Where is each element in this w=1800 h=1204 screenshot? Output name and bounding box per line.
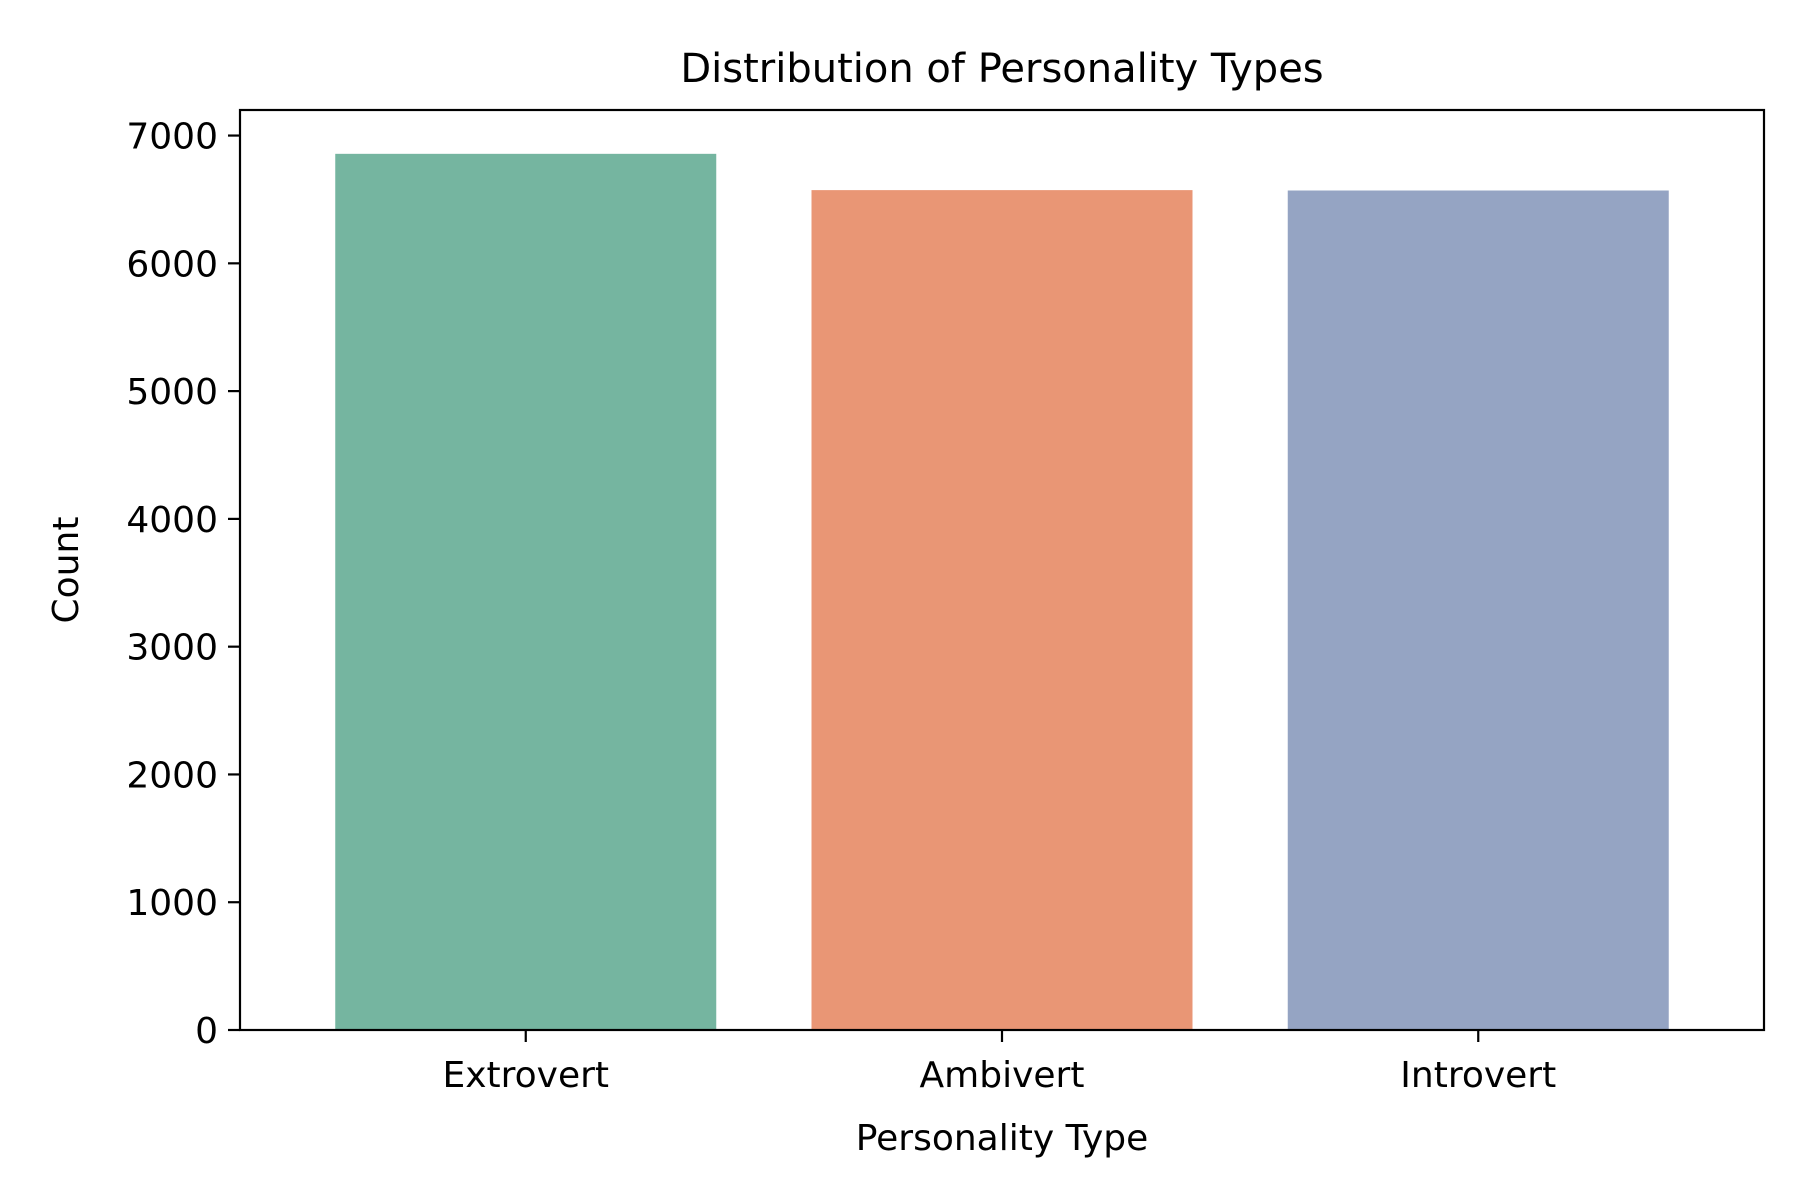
y-tick-label: 4000 xyxy=(126,500,218,541)
y-tick-label: 2000 xyxy=(126,755,218,796)
x-tick-label: Introvert xyxy=(1400,1055,1556,1096)
y-tick-label: 0 xyxy=(195,1011,218,1052)
bars-layer xyxy=(335,153,1669,1030)
bar-ambivert xyxy=(811,190,1193,1030)
chart-title: Distribution of Personality Types xyxy=(680,46,1323,92)
x-tick-label: Extrovert xyxy=(442,1055,609,1096)
y-axis: 0 1000 2000 3000 4000 5000 6000 7000 xyxy=(126,117,240,1052)
x-tick-label: Ambivert xyxy=(920,1055,1085,1096)
plot-area-frame xyxy=(238,108,1766,1032)
bar-extrovert xyxy=(335,153,717,1030)
y-tick-label: 7000 xyxy=(126,117,218,158)
x-axis-label: Personality Type xyxy=(856,1118,1149,1159)
y-axis-label: Count xyxy=(46,517,87,624)
y-tick-label: 1000 xyxy=(126,883,218,924)
x-axis: Extrovert Ambivert Introvert xyxy=(442,1030,1556,1096)
bar-introvert xyxy=(1287,190,1669,1030)
y-tick-label: 6000 xyxy=(126,244,218,285)
y-tick-label: 5000 xyxy=(126,372,218,413)
y-tick-label: 3000 xyxy=(126,628,218,669)
